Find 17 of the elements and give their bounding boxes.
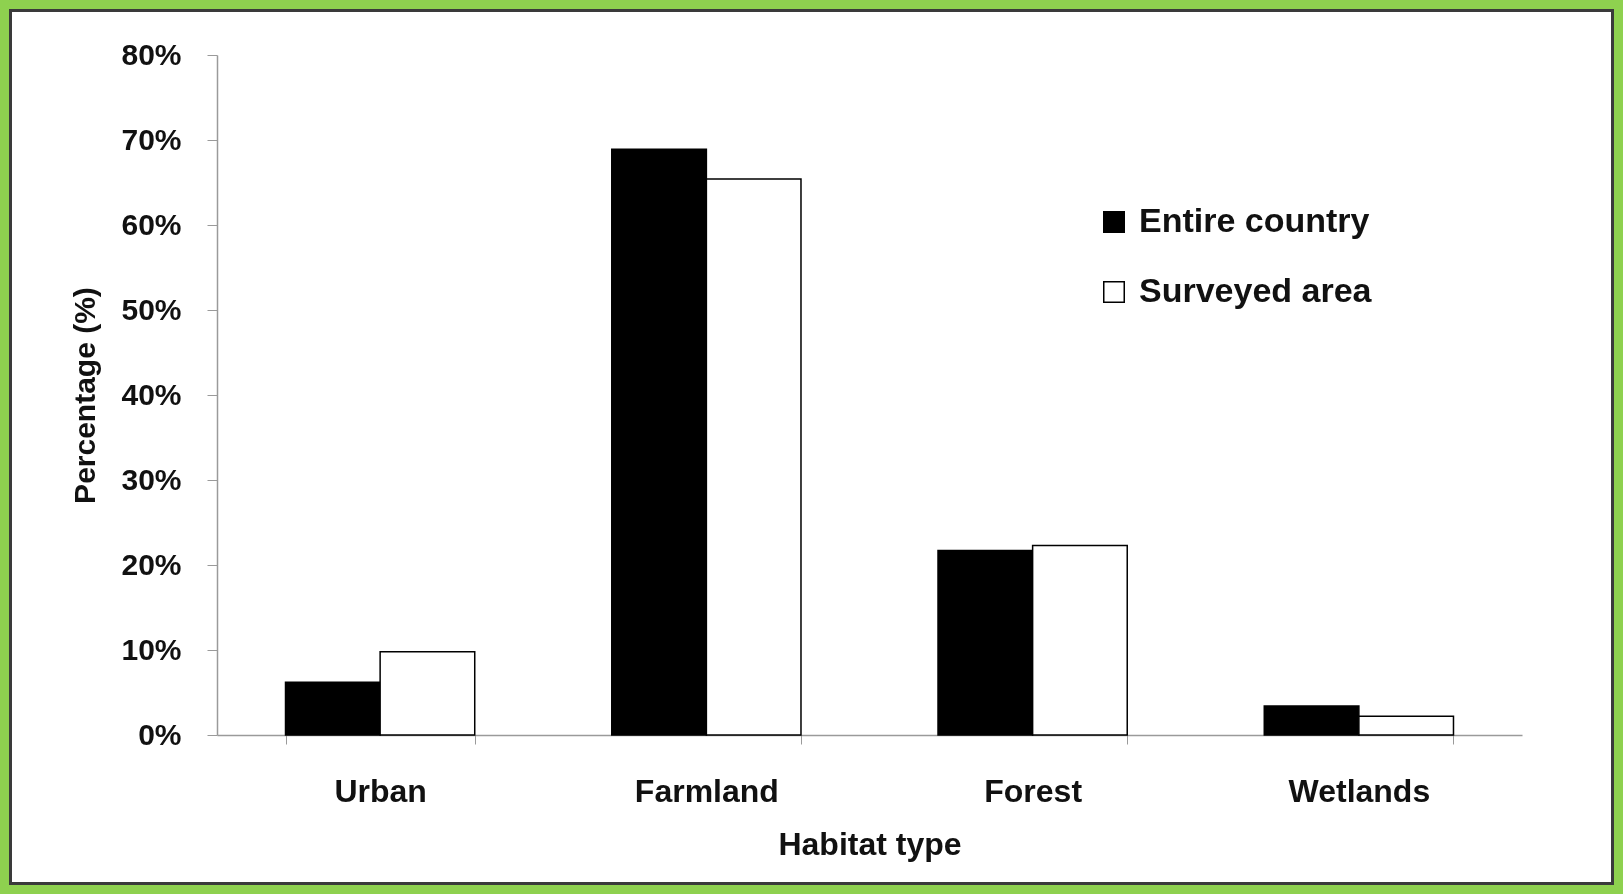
x-tick-label: Farmland	[634, 772, 779, 809]
y-tick-label: 20%	[121, 547, 182, 581]
y-tick-label: 40%	[121, 377, 182, 411]
y-tick-label: 50%	[121, 292, 182, 326]
x-tick-label: Forest	[984, 772, 1083, 809]
y-tick-label: 80%	[121, 37, 182, 71]
y-axis-title: Percentage (%)	[68, 287, 102, 504]
y-tick-label: 60%	[121, 207, 182, 241]
y-tick-label: 0%	[138, 717, 182, 751]
y-tick-label: 10%	[121, 632, 182, 666]
x-tick-label: Urban	[334, 772, 427, 809]
x-axis-title: Habitat type	[778, 825, 962, 862]
y-tick-label: 70%	[121, 122, 182, 156]
legend-label: Entire country	[1139, 201, 1370, 239]
x-tick-label: Wetlands	[1288, 772, 1431, 809]
y-tick-label: 30%	[121, 462, 182, 496]
legend-label: Surveyed area	[1139, 271, 1373, 309]
